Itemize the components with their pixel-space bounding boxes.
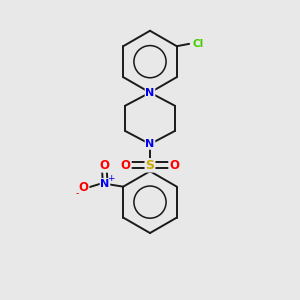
Text: O: O	[79, 181, 89, 194]
Text: -: -	[76, 188, 79, 198]
Text: +: +	[107, 174, 115, 183]
Text: O: O	[121, 159, 131, 172]
Text: N: N	[146, 88, 154, 98]
Text: Cl: Cl	[192, 39, 203, 49]
Text: O: O	[99, 159, 110, 172]
Text: N: N	[146, 139, 154, 149]
Text: O: O	[169, 159, 179, 172]
Text: N: N	[100, 179, 110, 189]
Text: S: S	[146, 159, 154, 172]
